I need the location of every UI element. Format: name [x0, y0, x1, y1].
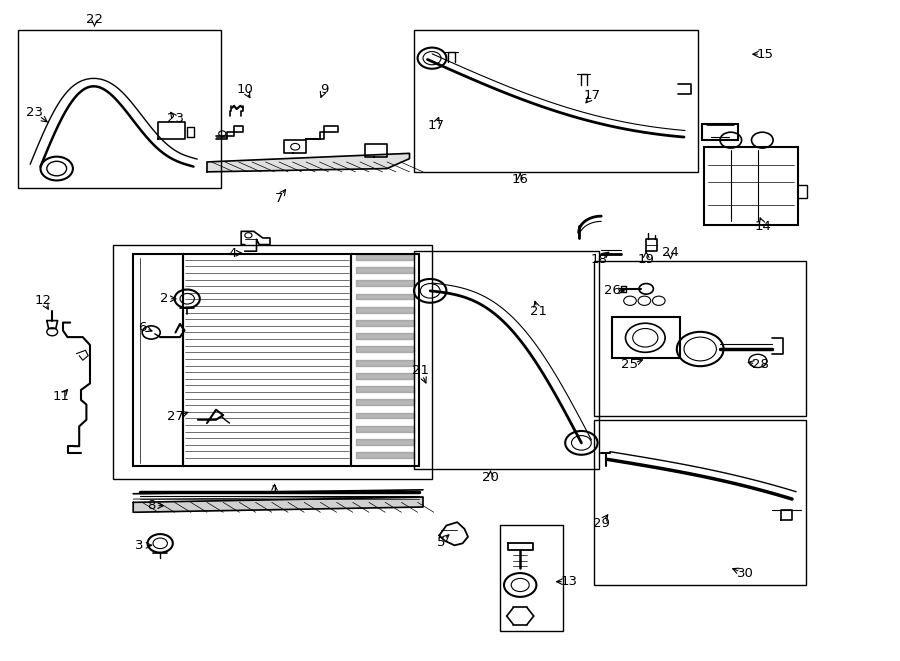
Text: 6: 6 [138, 321, 147, 334]
Bar [702, 124, 738, 140]
Polygon shape [133, 497, 423, 512]
Text: 24: 24 [662, 246, 679, 259]
Text: 26: 26 [604, 284, 620, 297]
Bar [183, 254, 351, 466]
Text: 14: 14 [755, 219, 771, 233]
Polygon shape [207, 153, 410, 172]
Text: 29: 29 [593, 517, 609, 530]
Bar [414, 251, 598, 469]
Text: 23: 23 [26, 106, 42, 119]
Text: 1: 1 [270, 484, 279, 497]
Text: 11: 11 [53, 390, 69, 403]
Text: 16: 16 [512, 173, 528, 186]
Text: 9: 9 [320, 83, 328, 96]
Text: 28: 28 [752, 358, 769, 371]
Bar [414, 30, 698, 172]
Text: 23: 23 [167, 112, 184, 126]
Bar [18, 30, 220, 188]
Bar [704, 147, 798, 225]
Text: 3: 3 [135, 539, 144, 552]
Text: 30: 30 [737, 567, 753, 580]
Text: 12: 12 [35, 294, 51, 307]
Bar [112, 245, 432, 479]
Text: 17: 17 [428, 119, 444, 132]
Bar [612, 317, 680, 358]
Text: 20: 20 [482, 471, 499, 484]
Text: 17: 17 [584, 89, 600, 102]
Text: 27: 27 [167, 410, 184, 423]
Bar [133, 254, 183, 466]
Text: 2: 2 [159, 292, 168, 305]
Text: 22: 22 [86, 13, 103, 26]
Text: 21: 21 [530, 305, 546, 319]
Text: 10: 10 [237, 83, 253, 96]
Bar [594, 261, 806, 416]
Text: 7: 7 [274, 192, 284, 205]
Text: 4: 4 [228, 247, 237, 260]
Text: 15: 15 [757, 48, 773, 61]
Text: 19: 19 [638, 253, 654, 266]
Text: 13: 13 [561, 575, 577, 588]
Text: 8: 8 [147, 499, 156, 512]
Text: 21: 21 [412, 364, 428, 377]
Bar [594, 420, 806, 585]
Bar [500, 525, 562, 631]
Text: 18: 18 [590, 253, 607, 266]
Text: 5: 5 [436, 535, 446, 549]
Text: 25: 25 [622, 358, 638, 371]
